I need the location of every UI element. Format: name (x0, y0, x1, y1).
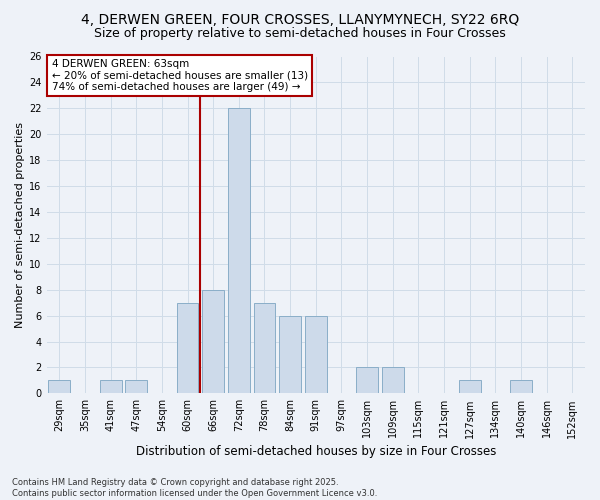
Bar (305, 316, 326, 394)
X-axis label: Distribution of semi-detached houses by size in Four Crosses: Distribution of semi-detached houses by … (136, 444, 496, 458)
Text: 4, DERWEN GREEN, FOUR CROSSES, LLANYMYNECH, SY22 6RQ: 4, DERWEN GREEN, FOUR CROSSES, LLANYMYNE… (81, 12, 519, 26)
Bar (382, 368, 404, 394)
Text: Contains HM Land Registry data © Crown copyright and database right 2025.
Contai: Contains HM Land Registry data © Crown c… (12, 478, 377, 498)
Bar (202, 290, 224, 394)
Bar (228, 108, 250, 394)
Bar (125, 380, 147, 394)
Y-axis label: Number of semi-detached properties: Number of semi-detached properties (15, 122, 25, 328)
Text: Size of property relative to semi-detached houses in Four Crosses: Size of property relative to semi-detach… (94, 28, 506, 40)
Text: 4 DERWEN GREEN: 63sqm
← 20% of semi-detached houses are smaller (13)
74% of semi: 4 DERWEN GREEN: 63sqm ← 20% of semi-deta… (52, 59, 308, 92)
Bar (49, 380, 70, 394)
Bar (510, 380, 532, 394)
Bar (356, 368, 378, 394)
Bar (279, 316, 301, 394)
Bar (176, 302, 199, 394)
Bar (459, 380, 481, 394)
Bar (100, 380, 122, 394)
Bar (254, 302, 275, 394)
